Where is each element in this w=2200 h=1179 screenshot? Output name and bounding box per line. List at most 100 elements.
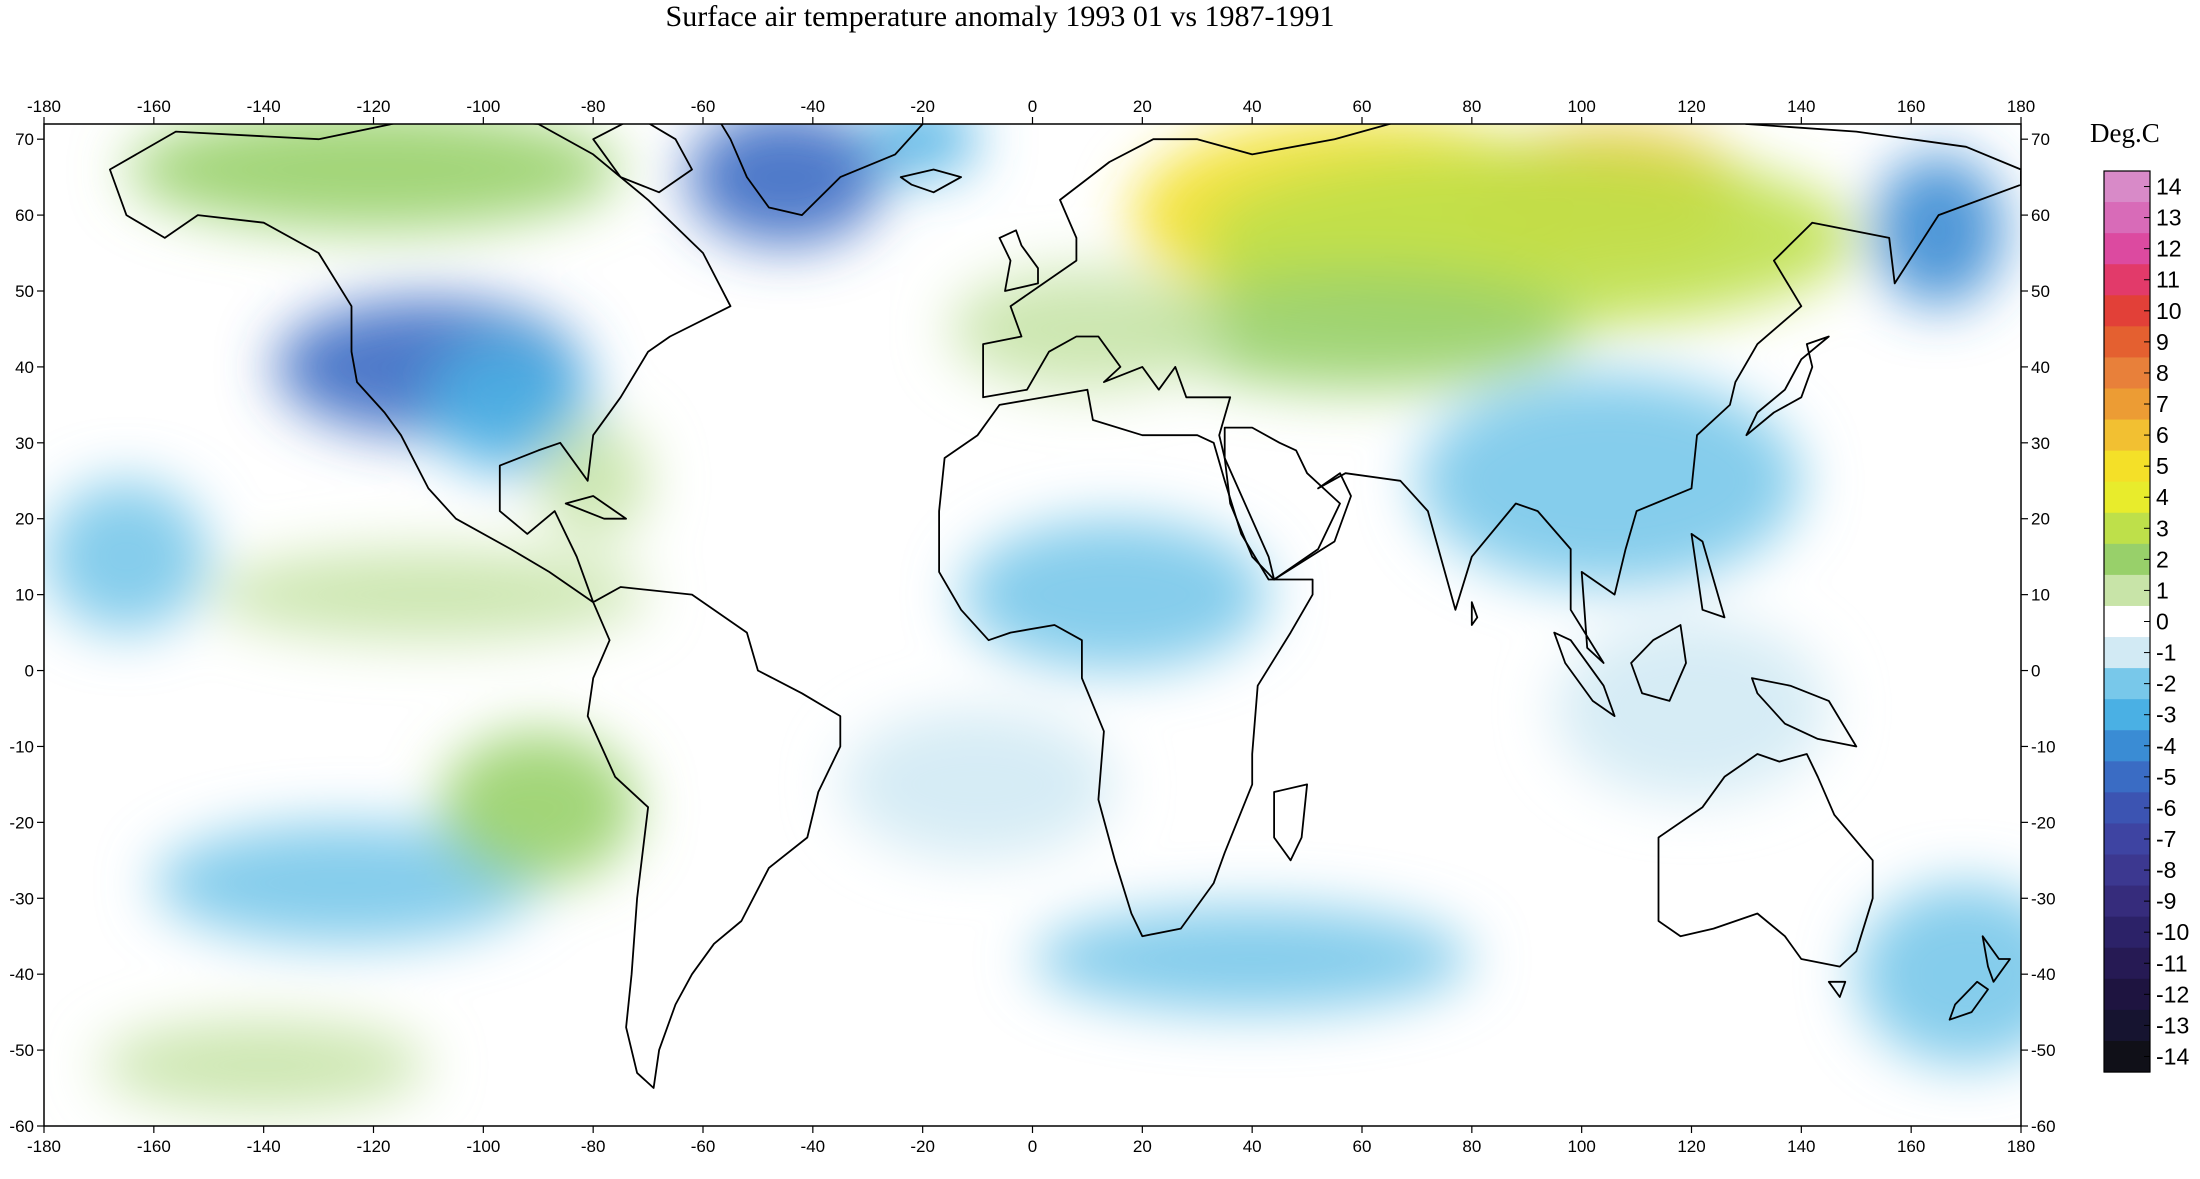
map-title: Surface air temperature anomaly 1993 01 …: [665, 0, 1335, 33]
lon-tick-label-top: 100: [1567, 97, 1595, 116]
colorbar-tick-label: -14: [2156, 1043, 2189, 1069]
colorbar-tick-label: -6: [2156, 795, 2176, 821]
colorbar-swatch: [2104, 419, 2150, 452]
colorbar-swatch: [2104, 357, 2150, 390]
colorbar-swatch: [2104, 233, 2150, 265]
colorbar-swatch: [2104, 761, 2150, 793]
landmass-iceland: [899, 168, 962, 194]
colorbar-swatch: [2104, 637, 2150, 669]
colorbar-swatch: [2104, 326, 2150, 359]
lon-tick-label-top: 80: [1462, 97, 1481, 116]
lat-tick-label-left: -30: [9, 889, 34, 908]
lon-tick-label-bottom: -120: [356, 1137, 390, 1156]
lat-tick-label-right: 20: [2031, 510, 2050, 529]
lat-tick-label-left: -10: [9, 737, 34, 756]
landmass-madagascar: [1273, 783, 1308, 862]
landmass-north-america: [109, 124, 732, 604]
colorbar-tick-label: -7: [2156, 826, 2176, 852]
lon-tick-label-top: 160: [1897, 97, 1925, 116]
lat-tick-label-left: 60: [15, 206, 34, 225]
colorbar-swatch: [2104, 916, 2150, 949]
colorbar: 14131211109876543210-1-2-3-4-5-6-7-8-9-1…: [2103, 170, 2189, 1073]
lat-tick-label-left: 50: [15, 282, 34, 301]
landmass-greenland: [720, 124, 924, 216]
colorbar-tick-label: -3: [2156, 702, 2176, 728]
colorbar-swatch: [2104, 481, 2150, 514]
anomaly-region-22: [950, 268, 1225, 390]
anomaly-region-7: [686, 124, 885, 246]
anomaly-region-12: [153, 822, 539, 944]
landmass-new-zealand-south: [1948, 980, 1989, 1021]
anomaly-region-15: [1554, 617, 1829, 800]
lon-tick-label-top: 140: [1787, 97, 1815, 116]
colorbar-swatch: [2104, 1009, 2150, 1042]
lat-tick-label-right: 10: [2031, 586, 2050, 605]
lon-tick-label-bottom: 160: [1897, 1137, 1925, 1156]
lon-tick-label-bottom: 80: [1462, 1137, 1481, 1156]
colorbar-tick-label: 11: [2156, 267, 2180, 293]
colorbar-tick-label: 4: [2156, 484, 2169, 510]
lat-tick-label-left: 0: [25, 662, 34, 681]
anomaly-region-19: [208, 549, 649, 641]
lon-tick-label-bottom: -40: [801, 1137, 826, 1156]
lon-tick-label-bottom: 40: [1243, 1137, 1262, 1156]
lon-tick-label-bottom: 180: [2007, 1137, 2035, 1156]
landmass-south-america: [586, 586, 842, 1089]
landmass-africa: [938, 388, 1314, 938]
anomaly-region-3: [1142, 268, 1582, 390]
lon-tick-label-top: -40: [801, 97, 826, 116]
landmass-sumatra: [1553, 631, 1616, 717]
lat-tick-label-right: -60: [2031, 1117, 2056, 1136]
colorbar-tick-label: -5: [2156, 764, 2176, 790]
colorbar-swatch: [2104, 295, 2150, 327]
lon-tick-label-top: -160: [137, 97, 171, 116]
colorbar-swatch: [2104, 699, 2150, 731]
colorbar-tick-label: -9: [2156, 888, 2176, 914]
landmass-eurasia: [982, 124, 2021, 664]
lat-tick-label-left: -20: [9, 813, 34, 832]
colorbar-swatch: [2104, 947, 2150, 980]
anomaly-region-18: [439, 731, 638, 884]
colorbar-swatch: [2104, 730, 2150, 762]
lon-tick-label-bottom: 140: [1787, 1137, 1815, 1156]
colorbar-tick-label: 6: [2156, 422, 2169, 448]
colorbar-tick-label: 7: [2156, 391, 2169, 417]
lat-tick-label-right: -30: [2031, 889, 2056, 908]
colorbar-tick-label: -13: [2156, 1012, 2189, 1038]
colorbar-swatch: [2104, 171, 2150, 203]
lon-tick-label-bottom: -180: [27, 1137, 61, 1156]
landmass-new-zealand-north: [1981, 935, 2011, 983]
lon-tick-label-top: 120: [1677, 97, 1705, 116]
lat-tick-label-left: 40: [15, 358, 34, 377]
lon-tick-label-bottom: 0: [1028, 1137, 1037, 1156]
lon-tick-label-bottom: -80: [581, 1137, 606, 1156]
colorbar-tick-label: 1: [2156, 577, 2169, 603]
colorbar-swatch: [2104, 1040, 2150, 1073]
colorbar-swatch: [2104, 605, 2150, 638]
lat-tick-label-left: 70: [15, 130, 34, 149]
colorbar-swatch: [2104, 668, 2150, 700]
colorbar-swatch: [2104, 885, 2150, 918]
lat-tick-label-right: 50: [2031, 282, 2050, 301]
anomaly-region-6: [428, 336, 594, 474]
anomaly-region-13: [44, 480, 209, 633]
lat-tick-label-left: 20: [15, 510, 34, 529]
anomaly-region-4: [126, 124, 621, 231]
colorbar-swatch: [2104, 823, 2150, 856]
colorbar-tick-label: 13: [2156, 205, 2182, 231]
lon-tick-label-top: -100: [466, 97, 500, 116]
anomaly-field: [44, 124, 2021, 1111]
lon-tick-label-top: 40: [1243, 97, 1262, 116]
lon-tick-label-bottom: -60: [691, 1137, 716, 1156]
lon-tick-label-top: -60: [691, 97, 716, 116]
colorbar-swatch: [2104, 388, 2150, 421]
lon-tick-label-bottom: -140: [247, 1137, 281, 1156]
lon-tick-label-top: -120: [356, 97, 390, 116]
colorbar-unit-label: Deg.C: [2090, 118, 2160, 148]
coastlines: [109, 124, 2021, 1089]
colorbar-tick-label: 9: [2156, 329, 2169, 355]
landmass-sri-lanka: [1470, 601, 1479, 626]
lon-tick-label-top: 180: [2007, 97, 2035, 116]
lat-tick-label-right: -50: [2031, 1041, 2056, 1060]
colorbar-swatch: [2104, 543, 2150, 576]
